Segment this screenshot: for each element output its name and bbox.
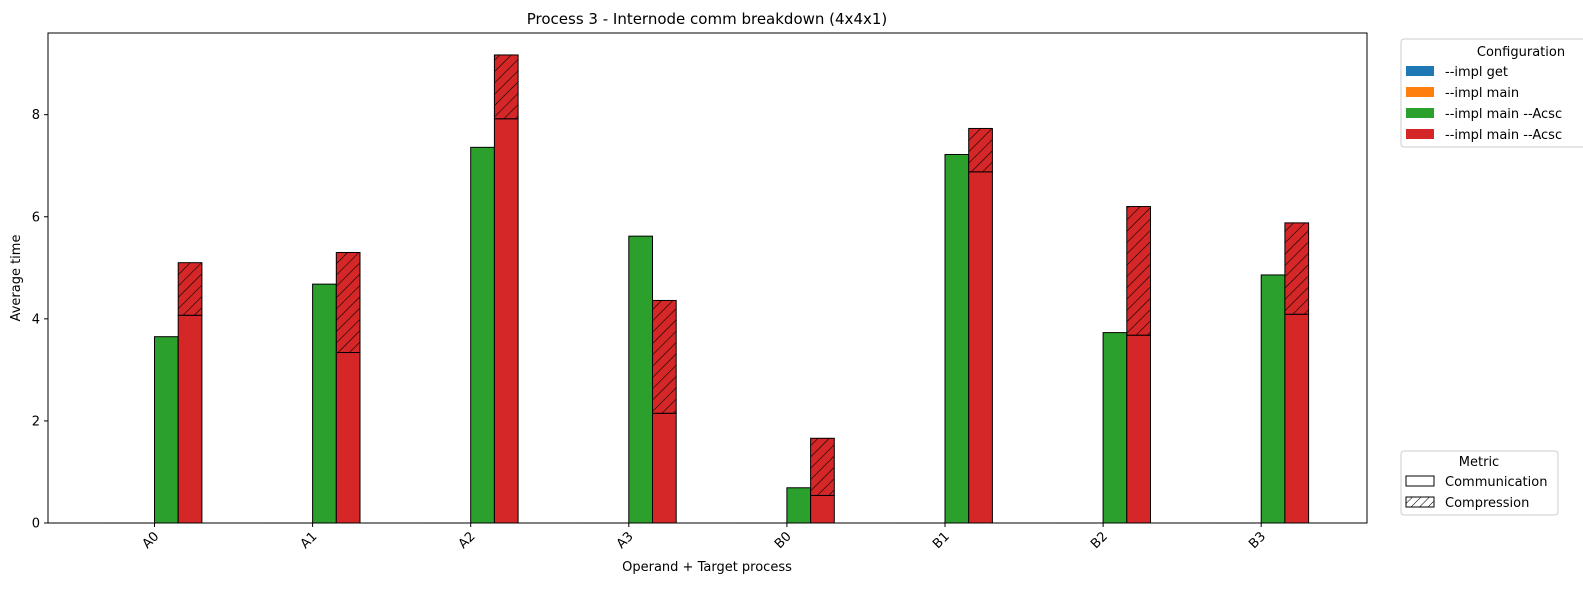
x-tick-label-A0: A0 bbox=[140, 529, 163, 552]
x-tick-label-B0: B0 bbox=[772, 529, 795, 552]
bar-B3-series-3-communication bbox=[1284, 313, 1310, 524]
metric-legend: Metric Communication Compression bbox=[1400, 450, 1559, 516]
x-axis: A0 A1 A2 A3 B0 B1 B2 B3 bbox=[140, 523, 1269, 552]
bar-B0-series-3-compression bbox=[810, 437, 835, 496]
configuration-swatch-3 bbox=[1406, 129, 1434, 139]
communication-legend-label: Communication bbox=[1445, 475, 1547, 490]
bar-B2-series-2-communication bbox=[1102, 332, 1128, 524]
bar-A2-series-3-compression bbox=[493, 54, 519, 120]
metric-legend-title: Metric bbox=[1459, 455, 1499, 470]
bar-A0-series-2-communication bbox=[154, 336, 179, 524]
configuration-legend-box bbox=[1400, 38, 1583, 148]
communication-swatch bbox=[1405, 475, 1435, 487]
compression-legend-label: Compression bbox=[1445, 496, 1529, 511]
bar-B2-series-3-communication bbox=[1126, 334, 1152, 524]
y-tick-label-8: 8 bbox=[32, 108, 40, 123]
y-tick-label-0: 0 bbox=[32, 517, 40, 532]
y-axis: 0 2 4 6 8 bbox=[32, 108, 48, 532]
configuration-legend-label-0: --impl get bbox=[1445, 65, 1508, 80]
chart-title: Process 3 - Internode comm breakdown (4x… bbox=[527, 10, 888, 28]
bar-A0-series-3-communication bbox=[177, 314, 203, 524]
bar-A3-series-3-communication bbox=[652, 412, 677, 524]
bar-B2-series-3-compression bbox=[1126, 206, 1152, 336]
configuration-swatch-0 bbox=[1406, 66, 1434, 76]
y-tick-label-4: 4 bbox=[32, 312, 40, 327]
bar-A2-series-3-communication bbox=[493, 118, 519, 524]
configuration-legend-label-3: --impl main --Acsc bbox=[1445, 128, 1562, 143]
configuration-legend-label-1: --impl main bbox=[1445, 86, 1519, 101]
compression-swatch bbox=[1405, 496, 1435, 508]
metric-legend-box bbox=[1400, 450, 1559, 516]
bar-B0-series-2-communication bbox=[786, 487, 812, 524]
bar-A1-series-2-communication bbox=[312, 283, 337, 524]
configuration-swatch-1 bbox=[1406, 87, 1434, 97]
configuration-swatch-2 bbox=[1406, 108, 1434, 118]
bar-A3-series-2-communication bbox=[628, 235, 653, 524]
x-tick-label-B3: B3 bbox=[1246, 529, 1269, 552]
y-axis-label: Average time bbox=[9, 235, 24, 322]
bar-A2-series-2-communication bbox=[470, 146, 495, 524]
x-tick-label-B1: B1 bbox=[930, 529, 953, 552]
bar-B1-series-3-compression bbox=[968, 127, 993, 173]
bar-A1-series-3-communication bbox=[335, 352, 361, 524]
bar-A0-series-3-compression bbox=[177, 262, 203, 316]
bar-B3-series-3-compression bbox=[1284, 222, 1310, 315]
x-tick-label-A2: A2 bbox=[456, 529, 479, 552]
y-tick-label-6: 6 bbox=[32, 210, 40, 225]
bar-B3-series-2-communication bbox=[1260, 274, 1286, 524]
bar-A1-series-3-compression bbox=[335, 251, 361, 354]
bars-group bbox=[106, 54, 1310, 524]
x-tick-label-B2: B2 bbox=[1088, 529, 1111, 552]
bar-A3-series-3-compression bbox=[652, 299, 677, 414]
configuration-legend-label-2: --impl main --Acsc bbox=[1445, 107, 1562, 122]
configuration-legend: Configuration --impl get --impl main --imp… bbox=[1400, 38, 1583, 148]
x-tick-label-A3: A3 bbox=[614, 529, 637, 552]
y-tick-label-2: 2 bbox=[32, 414, 40, 429]
configuration-legend-title: Configuration bbox=[1477, 45, 1565, 60]
bar-B0-series-3-communication bbox=[810, 494, 835, 524]
plot-frame bbox=[47, 32, 1368, 524]
x-tick-label-A1: A1 bbox=[298, 529, 321, 552]
bar-B1-series-3-communication bbox=[968, 171, 993, 524]
bar-B1-series-2-communication bbox=[944, 153, 970, 524]
x-axis-label: Operand + Target process bbox=[622, 560, 792, 575]
